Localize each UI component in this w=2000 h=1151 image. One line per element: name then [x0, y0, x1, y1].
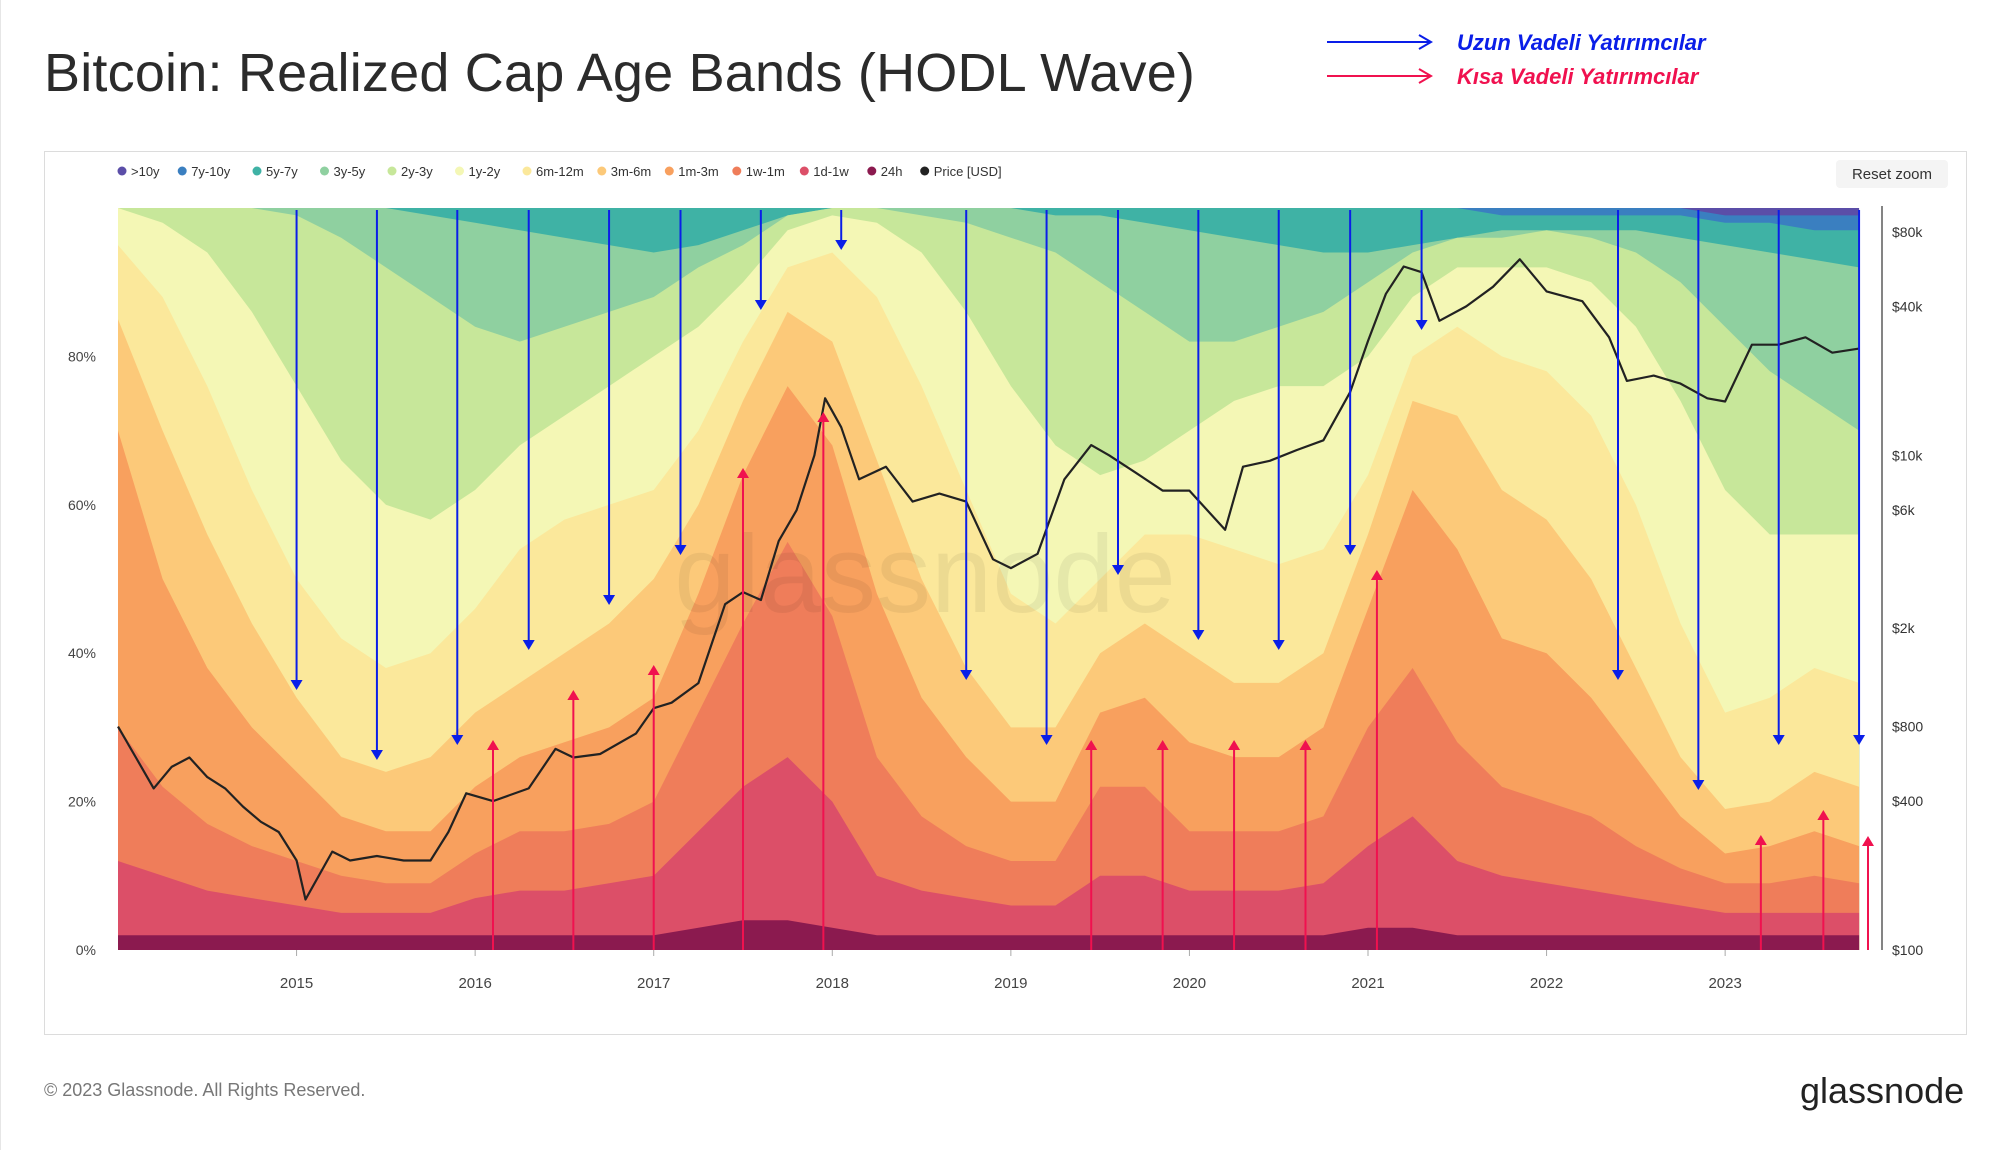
- page-title: Bitcoin: Realized Cap Age Bands (HODL Wa…: [44, 43, 1196, 103]
- reset-zoom-button[interactable]: Reset zoom: [1836, 160, 1948, 188]
- long-term-arrowhead: [1112, 565, 1124, 575]
- long-term-arrowhead: [1772, 735, 1785, 745]
- long-term-arrowhead: [835, 240, 848, 250]
- band-24h: [118, 920, 1860, 950]
- price-line: [117, 258, 1860, 901]
- long-term-arrowhead: [1853, 735, 1866, 745]
- long-term-arrowhead: [1272, 640, 1285, 650]
- x-tick-label: 2015: [280, 975, 313, 992]
- x-tick-label: 2021: [1351, 975, 1384, 992]
- legend-label: 5y-7y: [266, 164, 298, 179]
- legend-label: 1m-3m: [678, 164, 718, 179]
- x-tick-label: 2020: [1173, 975, 1206, 992]
- footer-copyright: © 2023 Glassnode. All Rights Reserved.: [44, 1080, 366, 1100]
- y-right-tick-label: $2k: [1892, 620, 1916, 636]
- legend-label: >10y: [131, 164, 160, 179]
- y-right-tick-label: $100: [1892, 942, 1923, 958]
- long-term-arrowhead: [522, 640, 535, 650]
- legend-label: 1w-1m: [746, 164, 785, 179]
- watermark: glassnode: [674, 513, 1176, 636]
- red-arrow-icon: [1327, 68, 1433, 84]
- chart-legend: >10y 7y-10y 5y-7y 3y-5y 2y-3y 1y-2y 6m-12m 3m-6…: [117, 164, 1002, 179]
- short-term-arrowhead: [1228, 740, 1241, 750]
- long-term-arrowhead: [290, 680, 303, 690]
- legend-marker: [522, 166, 532, 176]
- short-term-arrowhead: [1754, 835, 1767, 845]
- legend-marker: [252, 166, 262, 176]
- y-left-tick-label: 80%: [68, 348, 96, 364]
- legend-label: 24h: [881, 164, 903, 179]
- legend-marker: [320, 166, 329, 176]
- x-tick-label: 2016: [458, 975, 491, 992]
- blue-arrow-icon: [1327, 34, 1433, 50]
- legend-marker: [732, 166, 742, 176]
- short-term-arrowhead: [487, 740, 499, 750]
- x-tick-label: 2023: [1708, 975, 1741, 992]
- long-term-arrowhead: [370, 750, 383, 760]
- annotation-arrows: [290, 210, 1874, 950]
- legend-label: 2y-3y: [401, 164, 433, 179]
- price-series: [117, 258, 1860, 901]
- long-term-arrowhead: [754, 300, 767, 310]
- x-tick-label: 2017: [637, 975, 670, 992]
- long-term-arrowhead: [960, 670, 973, 680]
- short-term-arrowhead: [817, 412, 830, 422]
- x-tick-label: 2019: [994, 975, 1027, 992]
- y-right-tick-label: $6k: [1892, 502, 1916, 518]
- legend-marker: [799, 166, 809, 176]
- legend-label: 7y-10y: [191, 164, 231, 179]
- long-term-arrowhead: [1192, 630, 1205, 640]
- long-term-arrowhead: [603, 595, 616, 605]
- short-term-arrowhead: [1370, 570, 1383, 580]
- short-term-arrowhead: [1299, 740, 1312, 750]
- y-right-tick-label: $80k: [1892, 224, 1923, 240]
- legend-marker: [920, 166, 930, 176]
- legend-label: Price [USD]: [934, 164, 1002, 179]
- long-term-arrowhead: [1692, 780, 1705, 790]
- short-term-arrowhead: [1085, 740, 1098, 750]
- short-term-arrowhead: [1156, 740, 1169, 750]
- x-tick-label: 2018: [816, 975, 849, 992]
- long-term-arrowhead: [1344, 545, 1357, 555]
- age-bands: [118, 208, 1860, 951]
- legend-marker: [664, 166, 674, 176]
- long-term-arrowhead: [1040, 735, 1053, 745]
- short-term-arrowhead: [647, 665, 660, 675]
- legend-label: 3m-6m: [611, 164, 651, 179]
- y-left-tick-label: 0%: [76, 942, 96, 958]
- legend-label: 1d-1w: [813, 164, 849, 179]
- long-term-arrowhead: [674, 545, 687, 555]
- y-right-tick-label: $40k: [1892, 298, 1923, 314]
- long-term-arrowhead: [1415, 320, 1428, 330]
- legend-marker: [387, 166, 397, 176]
- legend-label: 6m-12m: [536, 164, 584, 179]
- short-term-arrowhead: [1862, 836, 1874, 846]
- y-left-tick-label: 60%: [68, 497, 96, 513]
- short-term-arrowhead: [567, 690, 580, 700]
- x-tick-label: 2022: [1530, 975, 1563, 992]
- short-term-arrowhead: [1817, 810, 1830, 820]
- long-term-arrowhead: [1612, 670, 1624, 680]
- legend-marker: [177, 166, 187, 176]
- legend-marker: [455, 166, 464, 176]
- short-term-label: Kısa Vadeli Yatırımcılar: [1457, 64, 1699, 89]
- legend-label: 3y-5y: [334, 164, 366, 179]
- y-left-tick-label: 20%: [68, 794, 96, 810]
- y-right-tick-label: $400: [1892, 793, 1923, 809]
- legend-label: 1y-2y: [469, 164, 501, 179]
- band-1d1w: [118, 757, 1860, 950]
- y-right-tick-label: $10k: [1892, 447, 1923, 463]
- y-left-tick-label: 40%: [68, 645, 96, 661]
- glassnode-logo: glassnode: [1800, 1070, 1965, 1111]
- short-term-arrowhead: [737, 468, 749, 478]
- legend-marker: [597, 166, 607, 176]
- long-term-arrowhead: [451, 735, 464, 745]
- axes: 0% 20% 40% 60% 80% $100 $400 $800 $2k $6k $10k $40k…: [68, 206, 1923, 992]
- y-right-tick-label: $800: [1892, 719, 1923, 735]
- legend-marker: [117, 166, 127, 176]
- legend-marker: [867, 166, 877, 176]
- long-term-label: Uzun Vadeli Yatırımcılar: [1457, 30, 1706, 55]
